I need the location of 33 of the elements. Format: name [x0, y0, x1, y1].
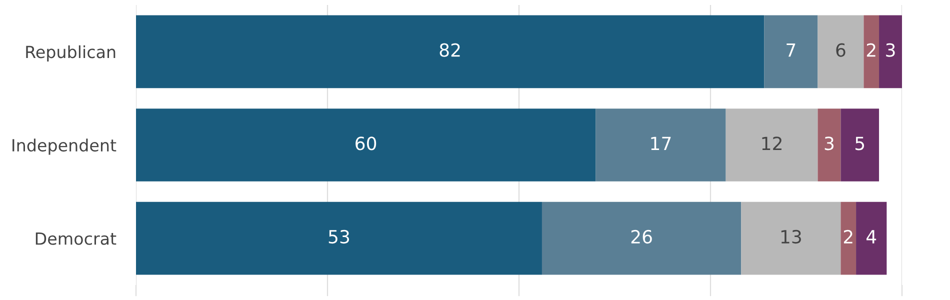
data-label: 2: [866, 43, 876, 57]
bar: [136, 108, 596, 182]
bar: [818, 108, 841, 182]
bar: [136, 202, 542, 275]
bar: [726, 108, 818, 182]
data-label: 5: [856, 136, 864, 150]
data-label: 3: [824, 136, 834, 150]
data-label: 12: [762, 136, 782, 150]
data-label: 17: [651, 136, 671, 150]
bar: [840, 202, 856, 275]
bar: [596, 108, 726, 182]
data-label: 13: [781, 230, 801, 244]
y-tick-label: Republican: [26, 45, 116, 62]
bar: [764, 15, 818, 88]
bar: [136, 15, 764, 88]
data-label: 82: [440, 43, 460, 57]
data-label: 7: [786, 43, 796, 57]
bar: [879, 15, 902, 88]
data-label: 6: [836, 43, 846, 57]
bar: [741, 202, 841, 275]
bar: [840, 108, 880, 182]
bar: [542, 202, 742, 275]
data-label: 26: [631, 230, 652, 244]
bar: [856, 202, 887, 275]
data-label: 3: [886, 43, 895, 57]
data-label: 53: [328, 230, 350, 244]
data-label: 2: [844, 230, 852, 244]
data-label: 4: [866, 230, 876, 244]
bar: [864, 15, 880, 88]
bar: [818, 15, 864, 88]
y-tick-label: Democrat: [36, 232, 116, 245]
data-label: 60: [356, 136, 376, 150]
y-tick-label: Independent: [12, 138, 116, 155]
